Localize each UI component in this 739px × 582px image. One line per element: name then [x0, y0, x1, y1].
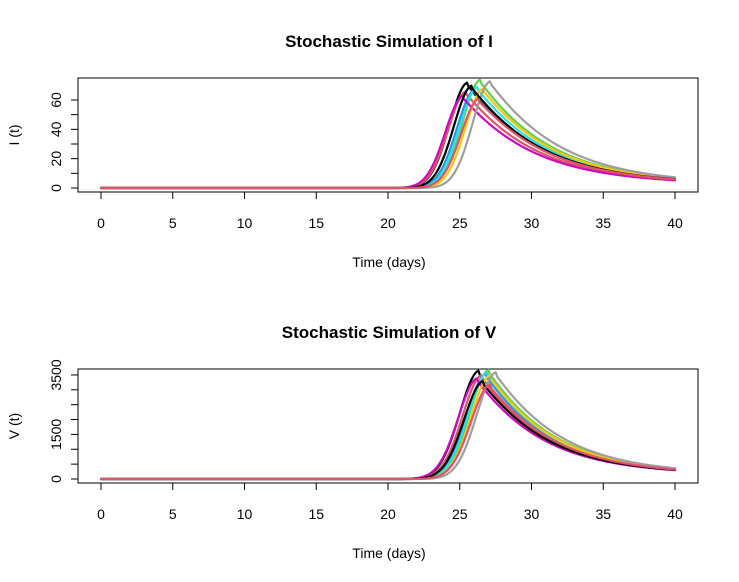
chart-panel-virus: Stochastic Simulation of V Time (days) V… [6, 323, 699, 561]
x-tick-label: 15 [308, 506, 324, 522]
x-tick-label: 40 [667, 506, 683, 522]
x-tick-label: 25 [452, 506, 468, 522]
series-line-10 [99, 97, 677, 190]
x-axis-label: Time (days) [352, 254, 425, 270]
series-line-2 [99, 90, 677, 190]
x-tick-label: 5 [169, 215, 177, 231]
chart-panel-infected: Stochastic Simulation of I Time (days) I… [6, 32, 699, 270]
x-tick-label: 35 [595, 506, 611, 522]
y-axis: 0 1500 3500 [48, 359, 78, 483]
series-line-4 [99, 88, 677, 190]
x-tick-label: 20 [380, 215, 396, 231]
y-tick-label: 1500 [48, 419, 64, 450]
x-tick-label: 20 [380, 506, 396, 522]
series-line-2 [99, 374, 677, 481]
x-tick-label: 40 [667, 215, 683, 231]
x-tick-label: 5 [169, 506, 177, 522]
y-tick-label: 0 [48, 184, 64, 192]
x-tick-label: 25 [452, 215, 468, 231]
x-axis-label: Time (days) [352, 545, 425, 561]
chart-title: Stochastic Simulation of V [282, 323, 497, 342]
chart-title: Stochastic Simulation of I [285, 32, 493, 51]
y-axis-label: I (t) [6, 125, 22, 146]
series-line-8 [99, 371, 677, 481]
x-tick-label: 0 [97, 215, 105, 231]
plot-frame [77, 368, 699, 484]
y-axis: 0 20 40 60 [48, 92, 78, 192]
x-tick-label: 0 [97, 506, 105, 522]
x-axis: 0 5 10 15 20 25 30 35 40 [97, 192, 683, 231]
x-tick-label: 10 [237, 506, 253, 522]
series-group [99, 368, 677, 481]
series-line-3 [99, 78, 677, 190]
y-tick-label: 0 [48, 475, 64, 483]
series-line-4 [99, 372, 677, 481]
series-group [99, 78, 677, 190]
series-line-6 [99, 94, 677, 190]
plot-frame [77, 77, 699, 193]
series-line-9 [99, 380, 677, 481]
series-line-10 [99, 383, 677, 481]
series-line-6 [99, 377, 677, 481]
series-line-5 [99, 85, 677, 190]
series-line-3 [99, 368, 677, 481]
series-line-1 [99, 369, 677, 481]
x-tick-label: 15 [308, 215, 324, 231]
series-line-5 [99, 371, 677, 481]
series-line-1 [99, 81, 677, 190]
x-tick-label: 30 [524, 215, 540, 231]
series-line-8 [99, 80, 677, 190]
x-tick-label: 30 [524, 506, 540, 522]
y-axis-label: V (t) [6, 413, 22, 439]
x-tick-label: 35 [595, 215, 611, 231]
y-tick-label: 3500 [48, 359, 64, 390]
series-line-7 [99, 87, 677, 190]
y-tick-label: 60 [48, 92, 64, 108]
series-line-7 [99, 374, 677, 481]
x-tick-label: 10 [237, 215, 253, 231]
y-tick-label: 20 [48, 151, 64, 167]
x-axis: 0 5 10 15 20 25 30 35 40 [97, 483, 683, 522]
series-line-9 [99, 84, 677, 190]
y-tick-label: 40 [48, 121, 64, 137]
